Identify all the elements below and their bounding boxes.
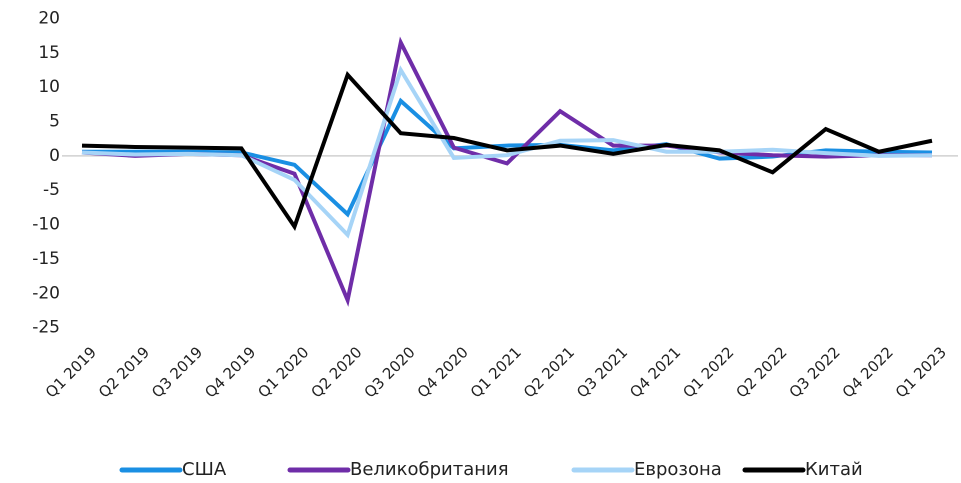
y-tick-label: -5 [43, 180, 60, 200]
y-tick-label: -20 [32, 283, 60, 303]
x-tick-label: Q1 2019 [42, 343, 100, 401]
y-tick-label: 20 [38, 9, 60, 29]
x-tick-label: Q3 2022 [786, 343, 844, 401]
x-tick-label: Q3 2019 [148, 343, 206, 401]
y-tick-label: -10 [32, 215, 60, 235]
series-line [81, 65, 933, 239]
x-tick-label: Q1 2021 [467, 343, 525, 401]
legend-label: США [182, 459, 227, 480]
y-tick-label: 0 [49, 146, 60, 166]
x-tick-label: Q1 2023 [892, 343, 950, 401]
y-tick-label: -25 [32, 318, 60, 338]
x-tick-label: Q2 2022 [732, 343, 790, 401]
x-tick-label: Q4 2020 [414, 343, 472, 401]
y-tick-label: -15 [32, 249, 60, 269]
x-tick-label: Q2 2019 [95, 343, 153, 401]
x-tick-label: Q4 2019 [201, 343, 259, 401]
series-line [81, 70, 933, 232]
x-tick-label: Q3 2020 [361, 343, 419, 401]
series-line [81, 36, 932, 307]
y-tick-label: 5 [49, 112, 60, 132]
x-tick-label: Q2 2020 [307, 343, 365, 401]
x-tick-label: Q1 2022 [679, 343, 737, 401]
x-tick-label: Q1 2020 [254, 343, 312, 401]
y-tick-label: 15 [38, 43, 60, 63]
legend-label: Великобритания [350, 459, 509, 480]
x-tick-label: Q4 2021 [626, 343, 684, 401]
x-tick-label: Q2 2021 [520, 343, 578, 401]
y-tick-label: 10 [38, 77, 60, 97]
legend-label: Китай [805, 459, 863, 480]
legend-label: Еврозона [634, 459, 722, 480]
x-tick-label: Q4 2022 [839, 343, 897, 401]
x-tick-label: Q3 2021 [573, 343, 631, 401]
